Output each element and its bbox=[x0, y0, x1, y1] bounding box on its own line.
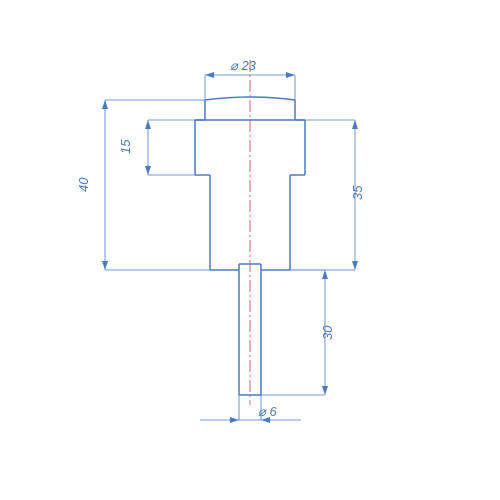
dim-15 bbox=[148, 120, 195, 175]
dim-dia6-label: ⌀ 6 bbox=[258, 404, 277, 419]
dim-dia6 bbox=[200, 395, 301, 420]
dim-30-label: 30 bbox=[320, 325, 335, 340]
dim-30 bbox=[261, 270, 325, 395]
dim-40-label: 40 bbox=[76, 177, 91, 192]
dim-15-label: 15 bbox=[118, 139, 133, 154]
technical-drawing: ⌀ 23 15 40 35 30 ⌀ 6 bbox=[0, 0, 500, 500]
dim-35-label: 35 bbox=[350, 185, 365, 200]
dim-dia23-label: ⌀ 23 bbox=[230, 58, 257, 73]
dim-35 bbox=[290, 120, 355, 270]
